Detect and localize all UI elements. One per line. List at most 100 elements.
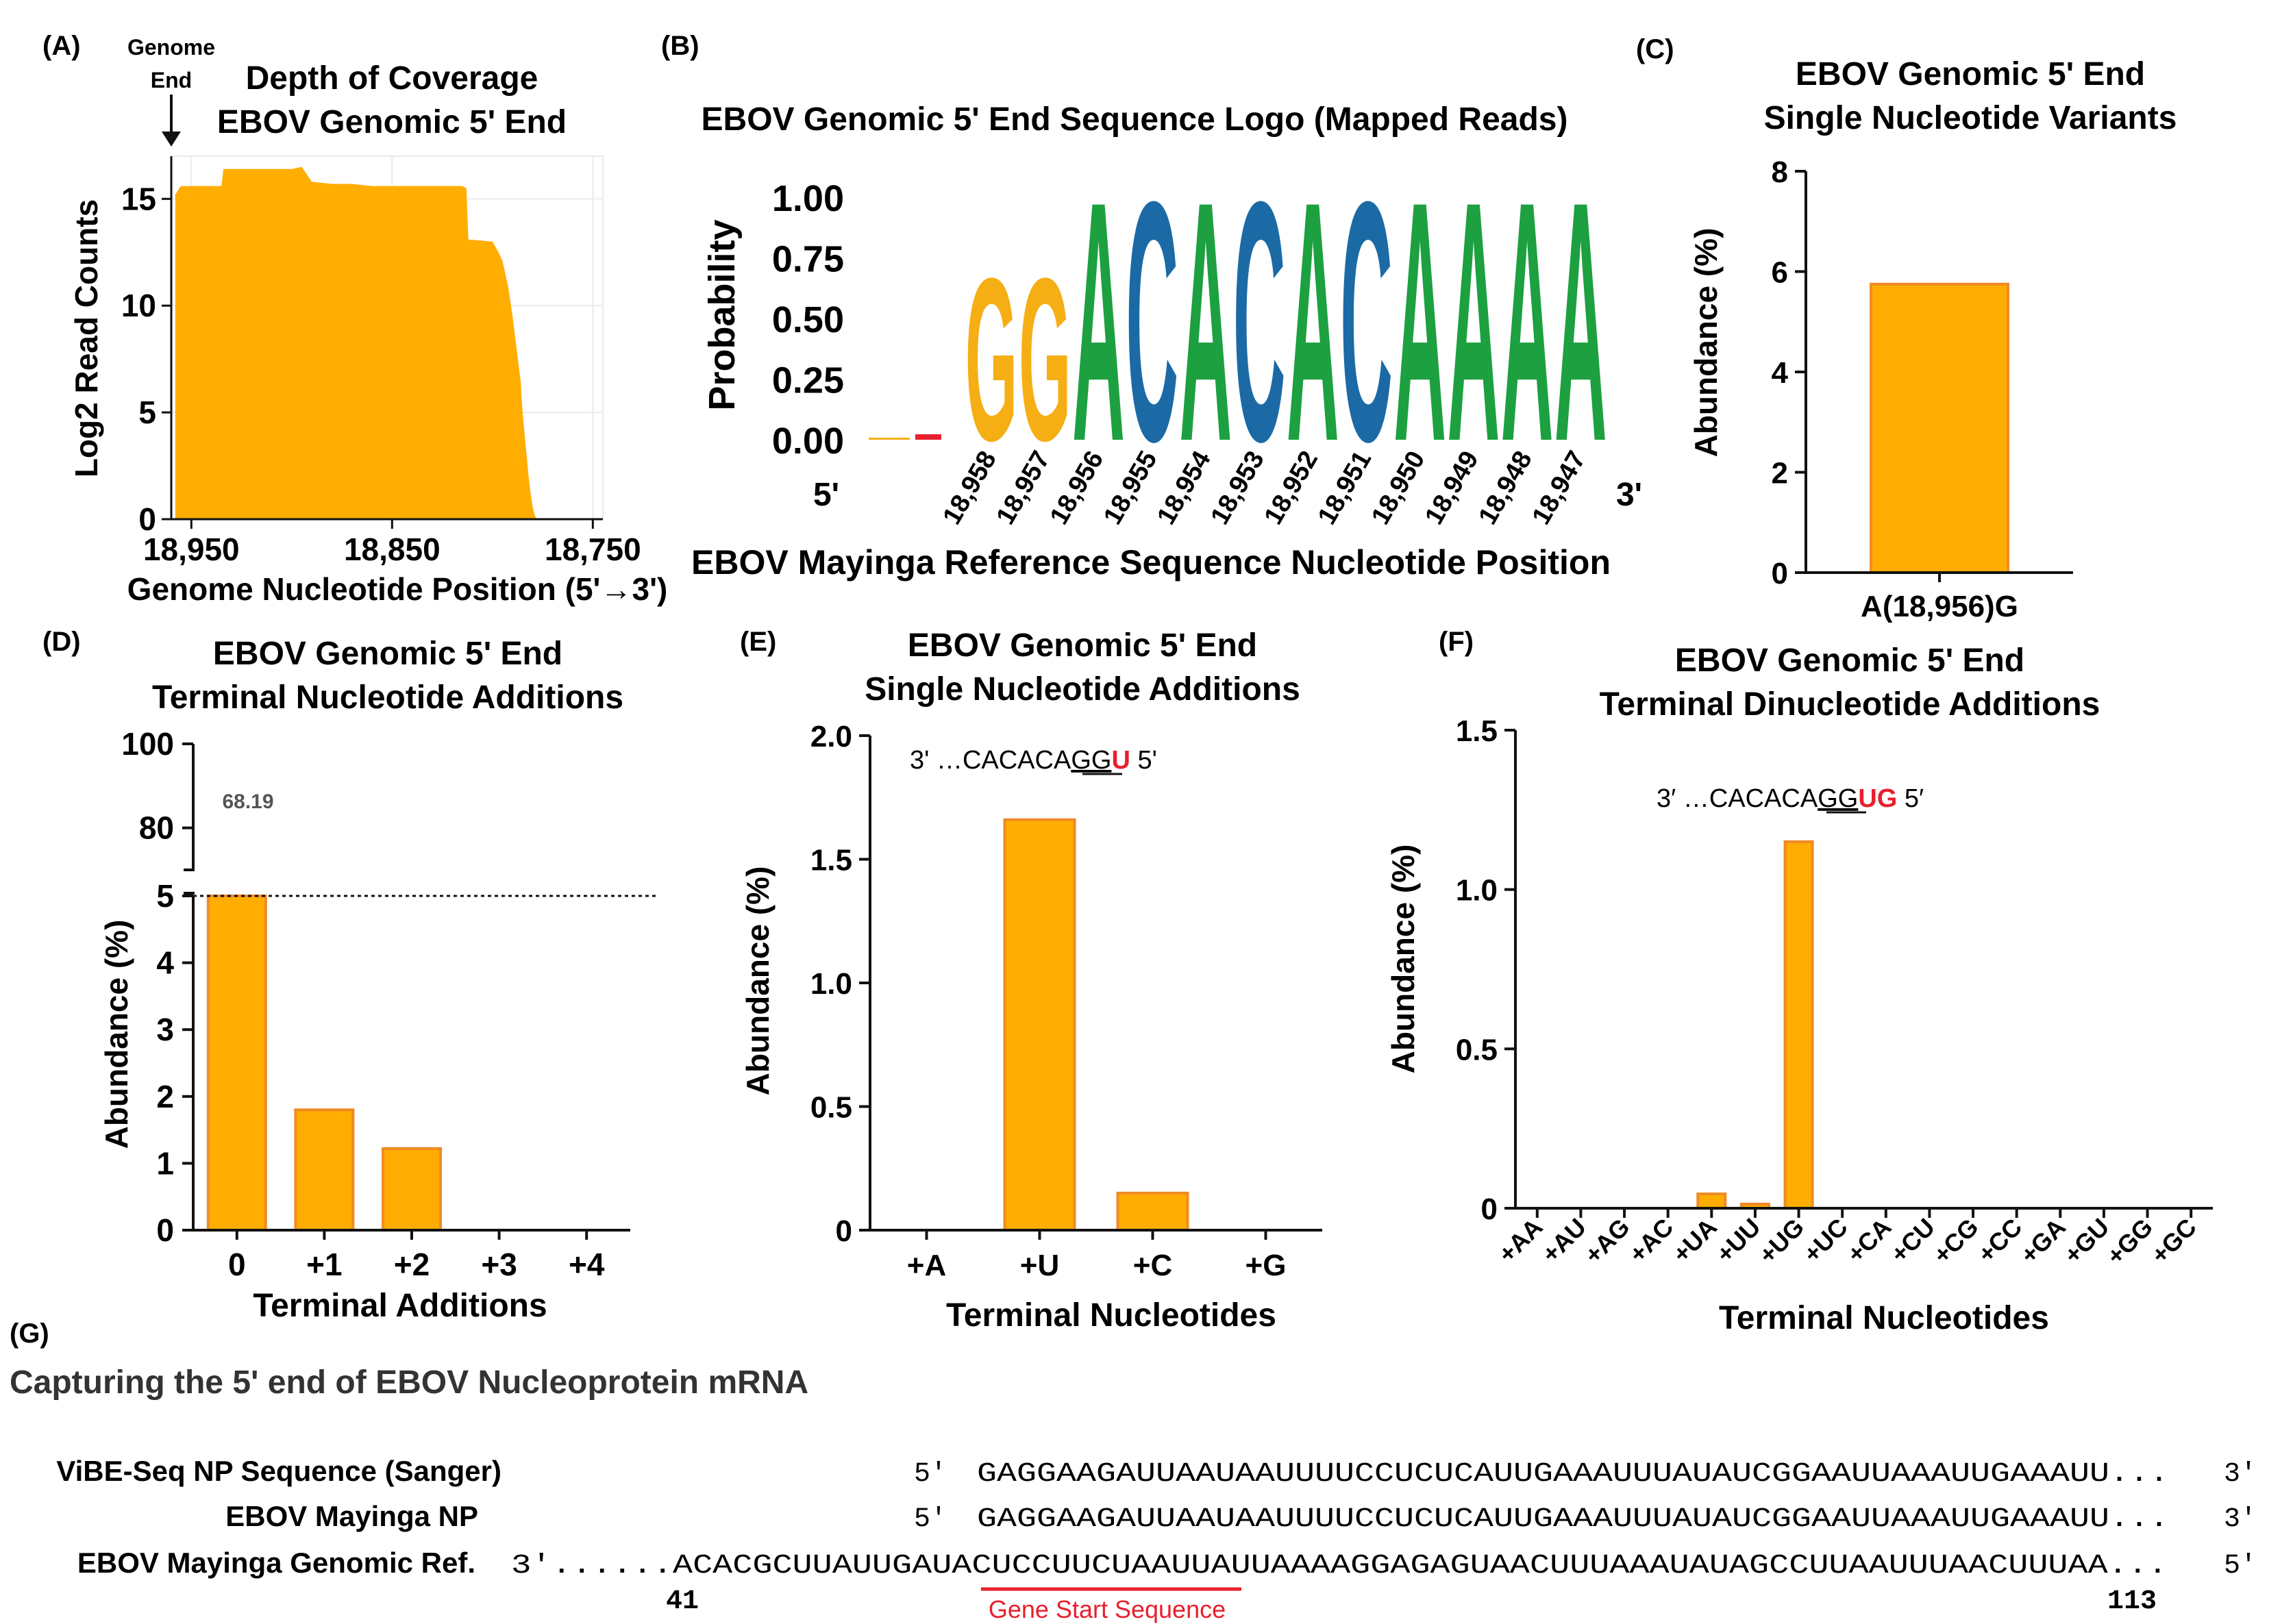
xtick-label-+GG: +GG: [2101, 1213, 2158, 1270]
panel-d-xlabel: Terminal Additions: [253, 1288, 547, 1324]
xtick-label-+UC: +UC: [1798, 1213, 1853, 1269]
panel-c-ylabel: Abundance (%): [1688, 228, 1724, 458]
logo-letter-18,947: A: [1554, 130, 1607, 512]
xtick-label-+CU: +CU: [1885, 1213, 1940, 1269]
xtick-label-0: 0: [228, 1247, 246, 1282]
genome-end-arrow-icon: [162, 95, 181, 147]
ytick-label: 2.0: [810, 720, 852, 753]
panel-f-title-line1: EBOV Genomic 5' End: [1675, 642, 2024, 679]
row-label-mayinga-np: EBOV Mayinga NP: [225, 1500, 478, 1532]
ytick-label: 0: [836, 1214, 852, 1248]
panel-a-title-line2: EBOV Genomic 5' End: [217, 104, 567, 140]
bar-+UG: [1783, 840, 1814, 1210]
row-prefix-vibe-seq: 5′: [914, 1459, 947, 1490]
panel-b-yticks: 0.00 0.25 0.50 0.75 1.00: [772, 178, 844, 462]
panel-c-axes: A(18,956)G 0 2 4 6 8: [1772, 155, 2073, 623]
panel-a-ytick-label: 15: [121, 181, 156, 216]
panel-g-np-mrna: (G) Capturing the 5' end of EBOV Nucleop…: [10, 1319, 2257, 1623]
ytick-label: 8: [1772, 155, 1788, 189]
panel-b-title: EBOV Genomic 5' End Sequence Logo (Mappe…: [702, 101, 1568, 138]
panel-f-ylabel: Abundance (%): [1385, 845, 1421, 1074]
ytick-label: 1: [156, 1145, 174, 1181]
panel-e-bars: [1003, 818, 1189, 1232]
panel-b-xlabel: EBOV Mayinga Reference Sequence Nucleoti…: [691, 543, 1611, 582]
panel-d-ylabel: Abundance (%): [99, 920, 134, 1149]
xtick-label-+1: +1: [306, 1247, 342, 1282]
xtick-label-+AC: +AC: [1624, 1213, 1679, 1269]
panel-b-ytick-label: 1.00: [772, 178, 844, 219]
panel-f-xlabel: Terminal Nucleotides: [1719, 1300, 2049, 1336]
panel-e-ylabel: Abundance (%): [740, 866, 776, 1096]
ytick-label: 80: [139, 810, 174, 846]
bar-A(18,956)G: [1870, 282, 2009, 574]
row-suffix-vibe-seq: 3′: [2224, 1459, 2257, 1490]
panel-b-ytick-label: 0.75: [772, 239, 844, 280]
panel-e-title-line2: Single Nucleotide Additions: [865, 671, 1300, 708]
panel-e-axes: +A +U +C +G 0 0.5 1.0 1.5 2.0: [810, 720, 1322, 1282]
position-113-label: 113: [2107, 1586, 2157, 1617]
xtick-label-A(18,956)G: A(18,956)G: [1861, 590, 2018, 623]
ytick-label: 1.0: [1456, 874, 1498, 908]
panel-d-letter: (D): [42, 627, 81, 657]
ytick-label: 3: [156, 1012, 174, 1047]
logo-letter-18,958: G: [965, 229, 1018, 489]
panel-f-bars: [1696, 840, 1814, 1210]
xtick-label-+A: +A: [907, 1249, 946, 1282]
ytick-label: 6: [1772, 256, 1788, 290]
panel-e-single-additions: (E) EBOV Genomic 5' End Single Nucleotid…: [740, 627, 1322, 1334]
logo-residual-u: [915, 434, 941, 440]
ytick-label: 5: [156, 878, 174, 914]
ytick-label: 1.5: [1456, 714, 1498, 748]
panel-f-dinucleotide-additions: (F) EBOV Genomic 5' End Terminal Dinucle…: [1385, 627, 2213, 1336]
position-41-label: 41: [666, 1586, 699, 1617]
ytick-label: 4: [1772, 356, 1789, 390]
ytick-label: 2: [1772, 457, 1788, 490]
xtick-label-+UU: +UU: [1711, 1213, 1766, 1269]
xtick-label-+AU: +AU: [1536, 1213, 1591, 1269]
panel-f-title-line2: Terminal Dinucleotide Additions: [1600, 686, 2100, 723]
xtick-label-+CA: +CA: [1842, 1213, 1897, 1269]
panel-e-xlabel: Terminal Nucleotides: [946, 1297, 1276, 1334]
row-prefix-mayinga-np: 5′: [914, 1504, 947, 1535]
bar-+2: [382, 1147, 442, 1232]
panel-a-title-line1: Depth of Coverage: [246, 60, 538, 97]
panel-a-xtick-label: 18,850: [344, 532, 441, 567]
row-suffix-mayinga-genomic: 5′: [2224, 1551, 2257, 1582]
row-prefix-mayinga-genomic: 3′......: [511, 1551, 673, 1582]
logo-letter-18,952: A: [1287, 130, 1339, 512]
panel-a-xtick-label: 18,950: [143, 532, 240, 567]
panel-g-title: Capturing the 5' end of EBOV Nucleoprote…: [10, 1364, 808, 1401]
panel-a-axes: 0 5 10 15 18,950 18,850 18,750: [121, 156, 641, 567]
bar-0-value-label: 68.19: [222, 790, 273, 813]
xtick-label-+AA: +AA: [1493, 1213, 1548, 1269]
ytick-label: 0: [156, 1212, 174, 1248]
panel-c-bars: [1870, 282, 2009, 574]
ytick-label: 100: [121, 726, 174, 762]
panel-a-coverage: (A) Genome End Depth of Coverage EBOV Ge…: [42, 31, 667, 607]
panel-b-ytick-label: 0.50: [772, 299, 844, 340]
panel-a-ytick-label: 10: [121, 288, 156, 323]
panel-b-ytick-label: 0.25: [772, 360, 844, 401]
logo-letter-18,948: A: [1501, 130, 1554, 512]
panel-c-variants: (C) EBOV Genomic 5' End Single Nucleotid…: [1636, 34, 2177, 623]
panel-e-letter: (E): [740, 627, 776, 657]
panel-a-xlabel: Genome Nucleotide Position (5'→3'): [127, 571, 668, 607]
coverage-area: [175, 166, 537, 519]
xtick-label-+UA: +UA: [1667, 1213, 1722, 1269]
panel-d-terminal-additions: (D) EBOV Genomic 5' End Terminal Nucleot…: [42, 627, 658, 1324]
xtick-label-+2: +2: [394, 1247, 430, 1282]
xtick-label-+3: +3: [481, 1247, 517, 1282]
panel-b-letter: (B): [661, 31, 699, 61]
row-label-vibe-seq: ViBE-Seq NP Sequence (Sanger): [56, 1455, 501, 1487]
panel-b-ytick-label: 0.00: [772, 421, 844, 462]
gene-start-label: Gene Start Sequence: [989, 1595, 1226, 1623]
bar-0-lower: [206, 895, 267, 1232]
row-seq-mayinga-np: GAGGAAGAUUAAUAAUUUUCCUCUCAUUGAAAUUUAUAUC…: [977, 1504, 2169, 1535]
ytick-label: 4: [156, 945, 174, 981]
logo-3prime-label: 3': [1616, 477, 1642, 513]
ytick-label: 0: [1481, 1192, 1498, 1226]
xtick-label-+CC: +CC: [1972, 1213, 2028, 1269]
logo-letter-18,954: A: [1180, 130, 1232, 512]
logo-letter-18,953: C: [1233, 130, 1286, 512]
